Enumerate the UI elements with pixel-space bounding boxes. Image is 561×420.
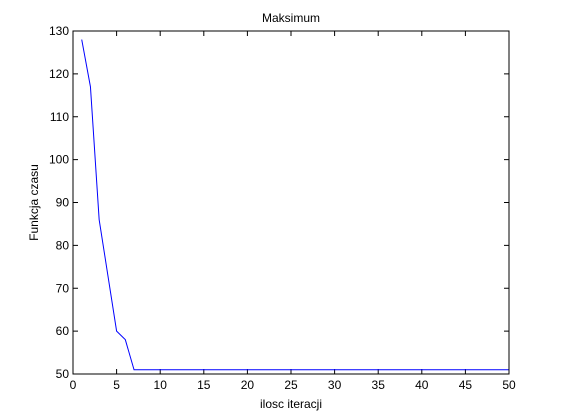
x-tick-label: 15 bbox=[197, 378, 211, 392]
x-tick-label: 5 bbox=[113, 378, 120, 392]
y-tick-label: 80 bbox=[56, 238, 70, 252]
y-axis-label: Funkcja czasu bbox=[27, 164, 41, 241]
y-tick-label: 110 bbox=[50, 110, 69, 124]
x-tick-label: 40 bbox=[415, 378, 429, 392]
x-tick-label: 35 bbox=[372, 378, 386, 392]
y-tick-label: 60 bbox=[56, 324, 70, 338]
plot-area bbox=[73, 31, 509, 374]
y-tick-label: 130 bbox=[49, 24, 69, 38]
y-tick-label: 120 bbox=[49, 67, 69, 81]
y-tick-label: 100 bbox=[49, 153, 69, 167]
x-tick-label: 50 bbox=[502, 378, 516, 392]
x-tick-label: 20 bbox=[241, 378, 255, 392]
y-tick-label: 50 bbox=[56, 367, 70, 381]
x-tick-label: 10 bbox=[154, 378, 168, 392]
axes-box bbox=[72, 30, 510, 375]
x-axis-label: ilosc iteracji bbox=[260, 397, 322, 411]
y-tick-label: 70 bbox=[56, 281, 70, 295]
y-tick-label: 90 bbox=[56, 196, 70, 210]
x-tick-label: 25 bbox=[284, 378, 298, 392]
axis-tick-labels: 0 5 10 15 20 25 30 35 40 45 50 50 60 70 80 90 100 110 120 1… bbox=[49, 24, 516, 392]
x-tick-label: 0 bbox=[70, 378, 77, 392]
x-tick-label: 45 bbox=[459, 378, 473, 392]
x-tick-label: 30 bbox=[328, 378, 342, 392]
series-line bbox=[81, 39, 509, 371]
chart-title: Maksimum bbox=[262, 11, 320, 25]
